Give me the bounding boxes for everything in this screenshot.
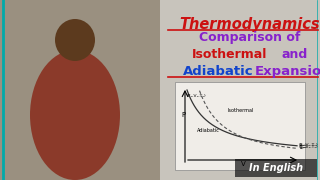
Text: V: V [241,161,245,167]
Text: Thermodynamics: Thermodynamics [180,17,320,32]
Bar [175,82,305,170]
Bar [235,159,317,177]
Text: (P₂,V₂,T₃): (P₂,V₂,T₃) [299,145,319,149]
Text: (P₂,V₂,T₂): (P₂,V₂,T₂) [299,143,319,147]
Text: Isothermal: Isothermal [227,108,253,113]
Ellipse shape [55,19,95,61]
Text: P: P [181,112,185,118]
Text: (P₁,V₁,T₁): (P₁,V₁,T₁) [187,94,207,98]
Text: and: and [282,48,308,61]
Ellipse shape [30,50,120,180]
Text: Expansion: Expansion [255,65,320,78]
Bar [0,0,160,180]
Text: Adiabatic: Adiabatic [197,128,220,133]
Text: Adiabatic: Adiabatic [183,65,253,78]
Text: In English: In English [249,163,303,173]
Text: Comparison of: Comparison of [199,31,301,44]
Bar [160,0,320,180]
Text: Isothermal: Isothermal [192,48,268,61]
